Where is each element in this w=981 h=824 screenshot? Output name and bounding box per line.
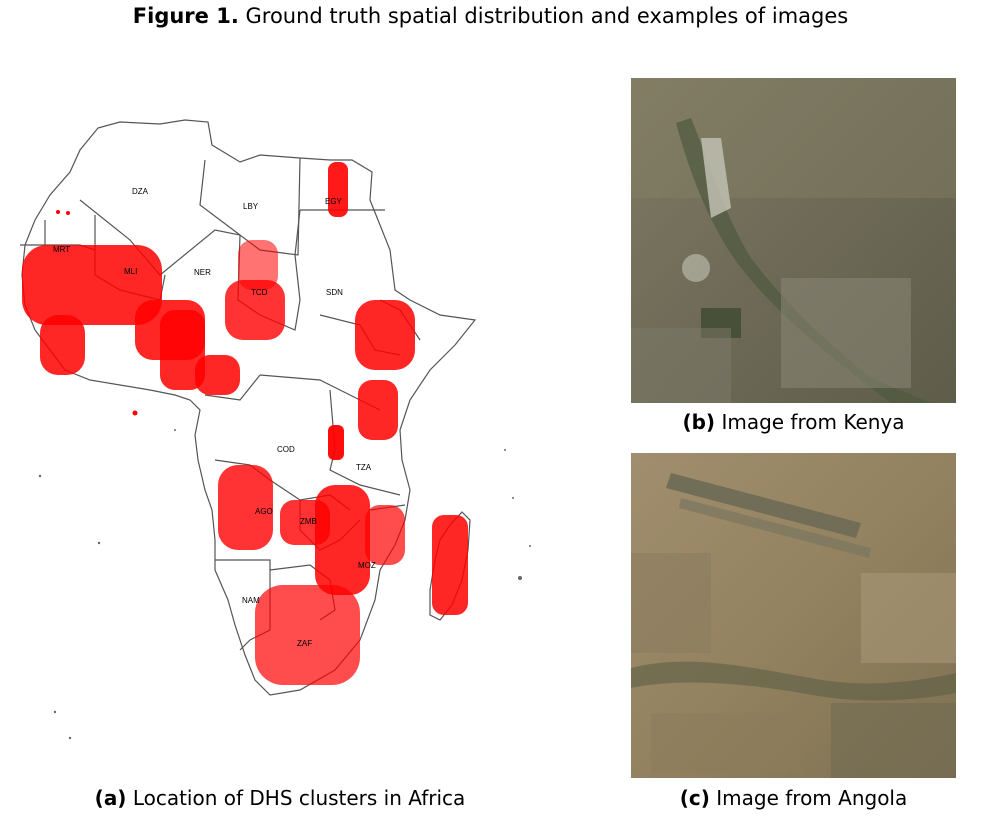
country-label: AGO: [255, 507, 273, 516]
dhs-cluster-points: [22, 162, 468, 685]
caption-b-text: Image from Kenya: [721, 410, 905, 434]
island-specks: [38, 429, 531, 740]
country-label: ZMB: [300, 517, 317, 526]
country-label: NAM: [242, 596, 260, 605]
caption-a-text: Location of DHS clusters in Africa: [132, 786, 466, 810]
country-label: SDN: [326, 288, 343, 297]
country-label: TZA: [356, 463, 372, 472]
country-labels: DZA LBY EGY MRT MLI NER TCD SDN COD TZA …: [53, 187, 376, 648]
country-label: COD: [277, 445, 295, 454]
country-label: DZA: [132, 187, 149, 196]
caption-b: (b) Image from Kenya: [631, 410, 956, 434]
caption-c-text: Image from Angola: [716, 786, 908, 810]
caption-a: (a) Location of DHS clusters in Africa: [60, 786, 500, 810]
country-label: MOZ: [358, 561, 376, 570]
country-label: LBY: [243, 202, 259, 211]
country-label: EGY: [325, 197, 343, 206]
country-label: MRT: [53, 245, 70, 254]
caption-c-label: (c): [679, 786, 710, 810]
kenya-satellite-image: [631, 78, 956, 403]
country-label: MLI: [124, 267, 137, 276]
angola-satellite-image: [631, 453, 956, 778]
country-label: ZAF: [297, 639, 312, 648]
africa-map: DZA LBY EGY MRT MLI NER TCD SDN COD TZA …: [20, 119, 531, 740]
caption-c: (c) Image from Angola: [631, 786, 956, 810]
country-label: NER: [194, 268, 211, 277]
africa-map-panel: DZA LBY EGY MRT MLI NER TCD SDN COD TZA …: [0, 100, 560, 760]
caption-a-label: (a): [94, 786, 127, 810]
figure-title: Figure 1. Ground truth spatial distribut…: [0, 4, 981, 28]
caption-b-label: (b): [682, 410, 716, 434]
figure-label: Figure 1.: [132, 4, 239, 28]
figure-title-text: Ground truth spatial distribution and ex…: [245, 4, 849, 28]
country-label: TCD: [251, 288, 268, 297]
